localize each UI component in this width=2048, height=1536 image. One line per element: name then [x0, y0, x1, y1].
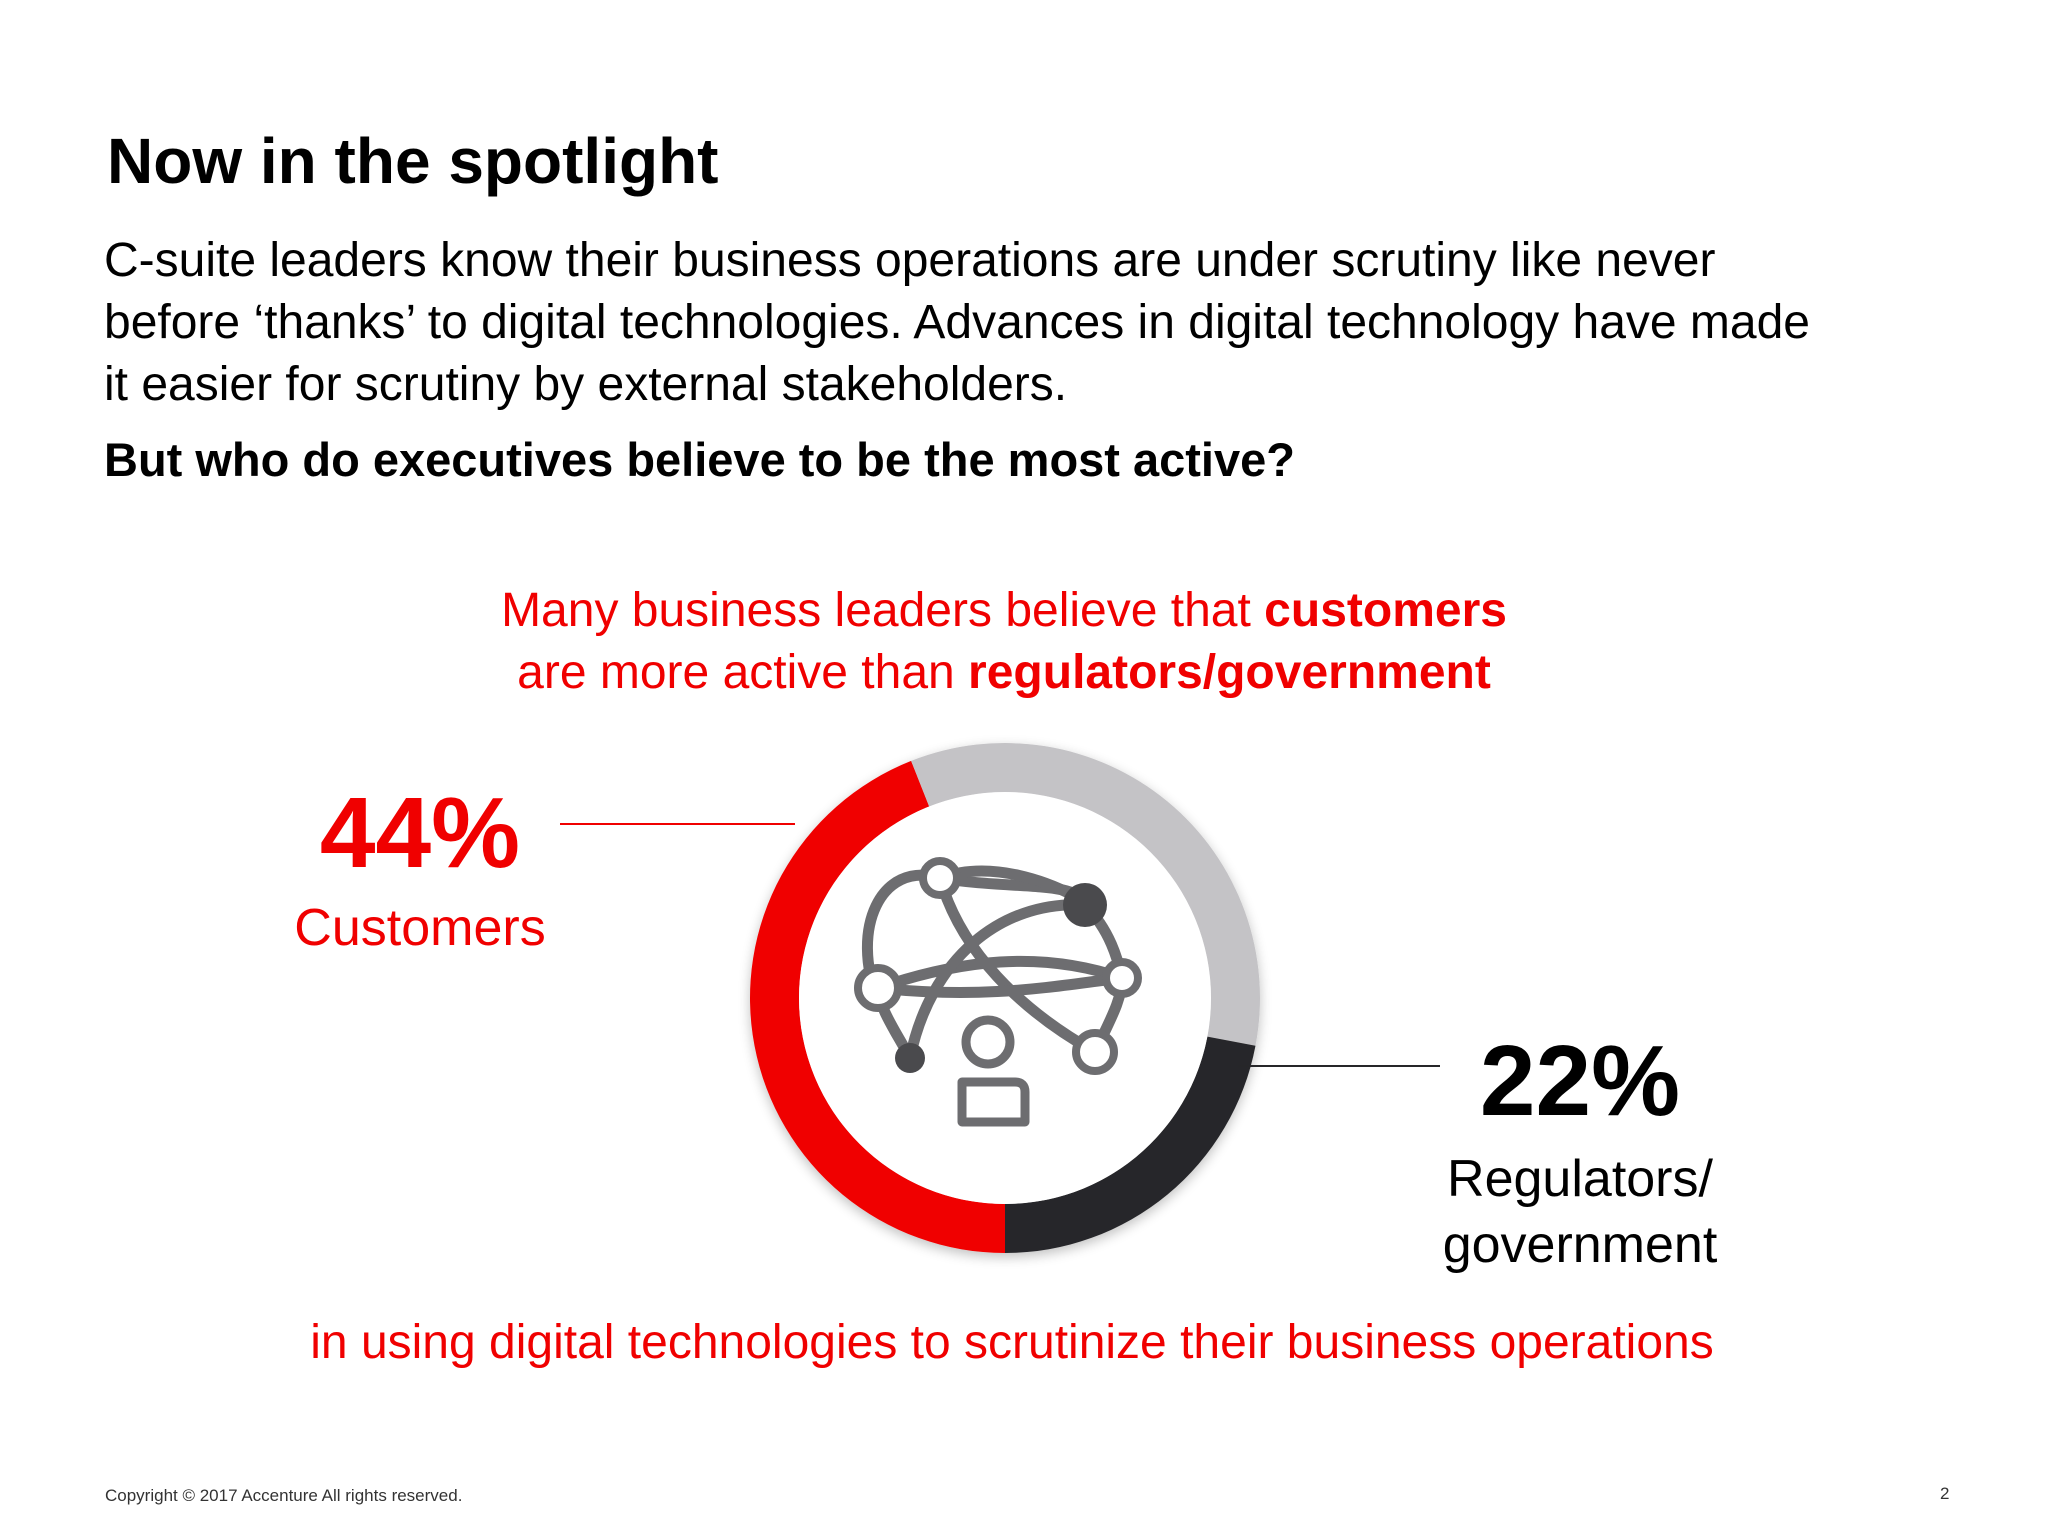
network-node: [854, 964, 902, 1012]
page-number: 2: [1940, 1484, 1950, 1503]
headline-line-1: Many business leaders believe that custo…: [0, 580, 2008, 642]
question-heading: But who do executives believe to be the …: [104, 433, 1295, 486]
network-nodes: [854, 857, 1142, 1075]
intro-line: it easier for scrutiny by external stake…: [104, 358, 1068, 411]
network-node: [919, 857, 961, 899]
leader-lines: [560, 823, 1440, 1067]
regulators-percentage: 22%: [1479, 1025, 1681, 1137]
headline-bold: customers: [1264, 584, 1507, 637]
regulators-label: Regulators/ government: [1442, 1150, 1718, 1274]
donut-segment-regulators: [1005, 1036, 1256, 1253]
copyright-notice: Copyright © 2017 Accenture All rights re…: [105, 1486, 463, 1505]
intro-line: C-suite leaders know their business oper…: [104, 234, 1716, 287]
page-title: Now in the spotlight: [107, 125, 719, 197]
person-icon: [957, 1015, 1030, 1127]
donut-segment-remainder: [911, 743, 1260, 1046]
network-node: [1063, 883, 1107, 927]
intro-paragraph: C-suite leaders know their business oper…: [104, 230, 2004, 416]
network-node: [895, 1043, 925, 1073]
headline-bold: regulators/government: [968, 646, 1491, 699]
headline-text: Many business leaders believe that: [501, 584, 1265, 637]
network-node: [1072, 1029, 1118, 1075]
intro-line: before ‘thanks’ to digital technologies.…: [104, 296, 1810, 349]
donut-segments: [750, 743, 1260, 1253]
network-node: [1102, 958, 1142, 998]
customers-label: Customers: [294, 899, 546, 957]
headline-text: are more active than: [517, 646, 969, 699]
headline-line-2: are more active than regulators/governme…: [0, 642, 2008, 704]
customers-percentage: 44%: [319, 777, 521, 889]
chart-footnote: in using digital technologies to scrutin…: [310, 1316, 1714, 1369]
chart-headline: Many business leaders believe that custo…: [0, 580, 2048, 704]
donut-segment-customers: [750, 760, 1005, 1253]
